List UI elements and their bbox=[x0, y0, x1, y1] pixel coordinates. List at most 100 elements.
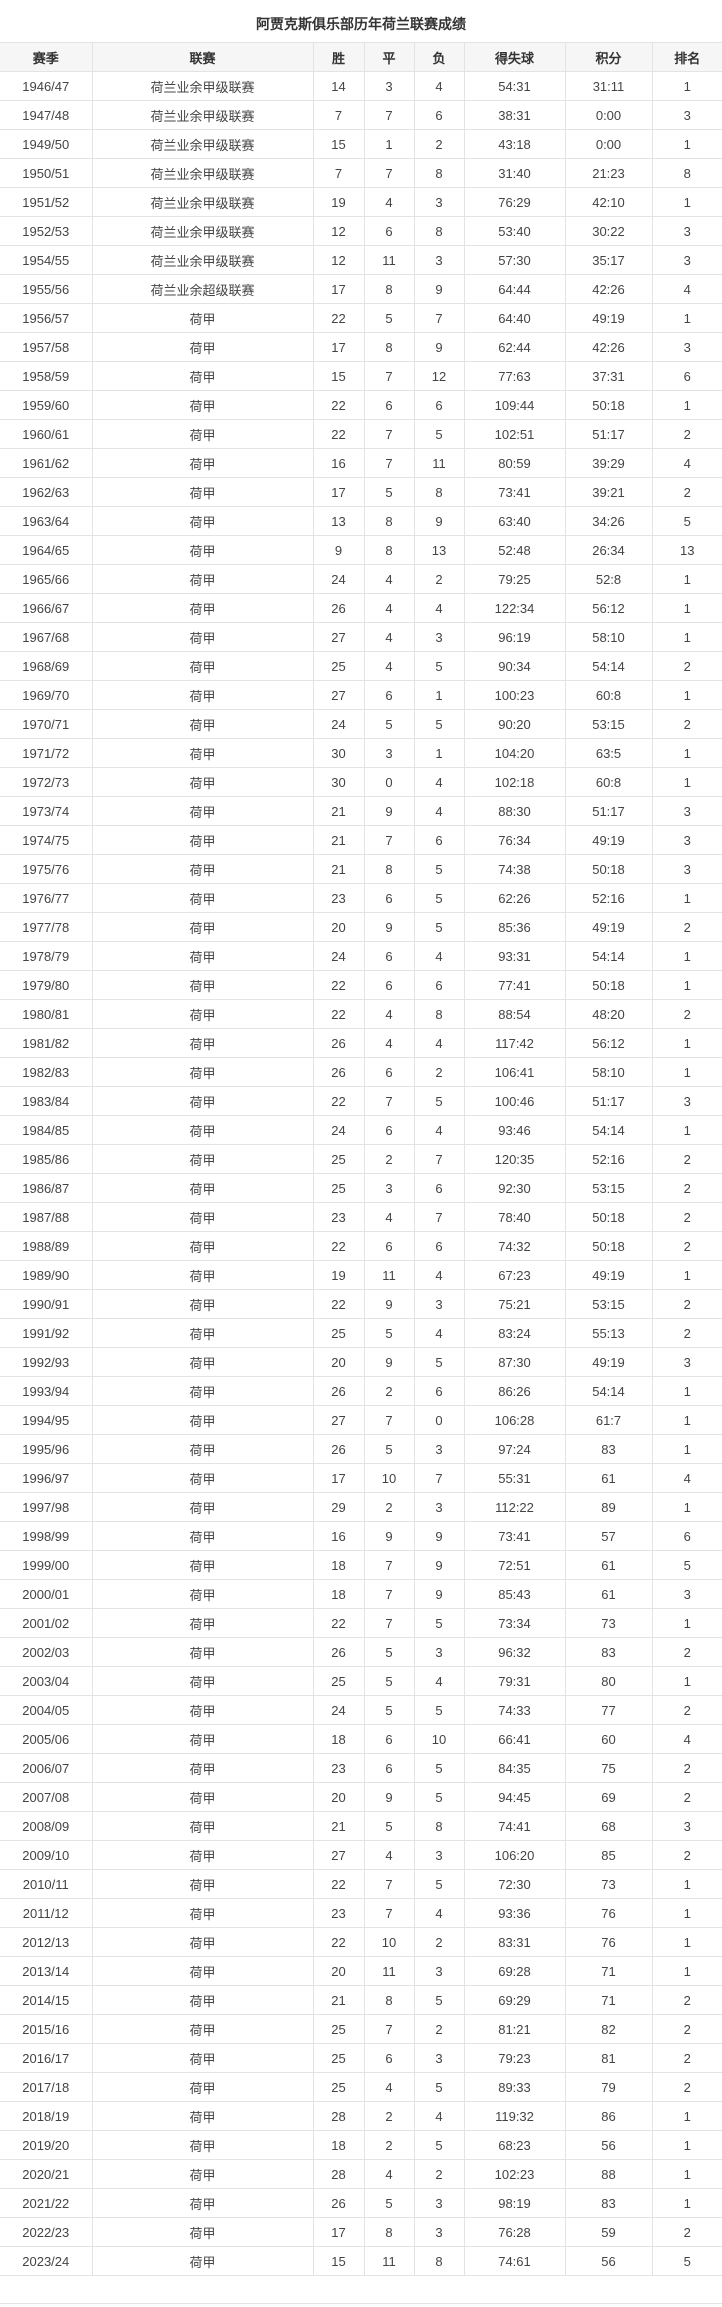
cell-points: 61 bbox=[564, 1579, 653, 1609]
cell-season: 2021/22 bbox=[0, 2188, 93, 2218]
cell-losses: 5 bbox=[413, 709, 465, 739]
cell-points: 50:18 bbox=[564, 854, 653, 884]
cell-goals: 69:28 bbox=[463, 1956, 566, 1986]
table-row: 1997/98 荷甲 29 2 3 112:22 89 1 bbox=[0, 1492, 722, 1522]
table-row: 1956/57 荷甲 22 5 7 64:40 49:19 1 bbox=[0, 303, 722, 333]
cell-losses: 3 bbox=[413, 1492, 465, 1522]
cell-draws: 5 bbox=[363, 1666, 415, 1696]
cell-points: 83 bbox=[564, 1637, 653, 1667]
cell-season: 2007/08 bbox=[0, 1782, 93, 1812]
cell-league: 荷甲 bbox=[91, 622, 314, 652]
cell-draws: 8 bbox=[363, 2217, 415, 2247]
cell-wins: 22 bbox=[312, 1927, 365, 1957]
cell-goals: 72:30 bbox=[463, 1869, 566, 1899]
cell-season: 2019/20 bbox=[0, 2130, 93, 2160]
cell-season: 1993/94 bbox=[0, 1376, 93, 1406]
cell-rank: 1 bbox=[651, 1927, 722, 1957]
cell-season: 2011/12 bbox=[0, 1898, 93, 1928]
cell-draws: 7 bbox=[363, 1579, 415, 1609]
cell-losses: 4 bbox=[413, 1028, 465, 1058]
cell-losses: 4 bbox=[413, 1318, 465, 1348]
cell-league: 荷甲 bbox=[91, 854, 314, 884]
cell-rank: 2 bbox=[651, 1840, 722, 1870]
cell-goals: 83:24 bbox=[463, 1318, 566, 1348]
cell-losses: 1 bbox=[413, 738, 465, 768]
table-row: 1978/79 荷甲 24 6 4 93:31 54:14 1 bbox=[0, 941, 722, 971]
cell-points: 53:15 bbox=[564, 1173, 653, 1203]
cell-losses: 5 bbox=[413, 883, 465, 913]
cell-rank: 3 bbox=[651, 245, 722, 275]
cell-losses: 12 bbox=[413, 361, 465, 391]
cell-season: 1987/88 bbox=[0, 1202, 93, 1232]
cell-goals: 66:41 bbox=[463, 1724, 566, 1754]
cell-goals: 54:31 bbox=[463, 71, 566, 101]
table-row: 2006/07 荷甲 23 6 5 84:35 75 2 bbox=[0, 1753, 722, 1783]
cell-league: 荷甲 bbox=[91, 2159, 314, 2189]
cell-points: 61 bbox=[564, 1550, 653, 1580]
cell-wins: 22 bbox=[312, 419, 365, 449]
cell-rank: 1 bbox=[651, 1434, 722, 1464]
cell-losses: 6 bbox=[413, 1231, 465, 1261]
cell-losses: 4 bbox=[413, 767, 465, 797]
cell-season: 1973/74 bbox=[0, 796, 93, 826]
cell-losses: 8 bbox=[413, 158, 465, 188]
table-row: 1966/67 荷甲 26 4 4 122:34 56:12 1 bbox=[0, 593, 722, 623]
cell-rank: 2 bbox=[651, 999, 722, 1029]
cell-season: 1966/67 bbox=[0, 593, 93, 623]
cell-rank: 1 bbox=[651, 1956, 722, 1986]
cell-season: 2018/19 bbox=[0, 2101, 93, 2131]
cell-draws: 2 bbox=[363, 1144, 415, 1174]
table-row: 1987/88 荷甲 23 4 7 78:40 50:18 2 bbox=[0, 1202, 722, 1232]
cell-wins: 26 bbox=[312, 1057, 365, 1087]
cell-points: 60:8 bbox=[564, 767, 653, 797]
cell-goals: 106:41 bbox=[463, 1057, 566, 1087]
cell-rank: 1 bbox=[651, 941, 722, 971]
cell-rank: 8 bbox=[651, 158, 722, 188]
cell-season: 1984/85 bbox=[0, 1115, 93, 1145]
cell-league: 荷甲 bbox=[91, 1202, 314, 1232]
cell-draws: 5 bbox=[363, 709, 415, 739]
column-header-league: 联赛 bbox=[91, 42, 314, 72]
cell-losses: 8 bbox=[413, 216, 465, 246]
cell-season: 1962/63 bbox=[0, 477, 93, 507]
cell-goals: 80:59 bbox=[463, 448, 566, 478]
cell-wins: 26 bbox=[312, 1376, 365, 1406]
table-row: 1999/00 荷甲 18 7 9 72:51 61 5 bbox=[0, 1550, 722, 1580]
cell-wins: 15 bbox=[312, 129, 365, 159]
cell-points: 49:19 bbox=[564, 303, 653, 333]
cell-season: 1999/00 bbox=[0, 1550, 93, 1580]
cell-points: 30:22 bbox=[564, 216, 653, 246]
cell-draws: 7 bbox=[363, 1608, 415, 1638]
cell-points: 77 bbox=[564, 1695, 653, 1725]
cell-points: 73 bbox=[564, 1608, 653, 1638]
cell-league: 荷甲 bbox=[91, 1985, 314, 2015]
cell-wins: 25 bbox=[312, 1173, 365, 1203]
cell-losses: 3 bbox=[413, 187, 465, 217]
cell-season: 1956/57 bbox=[0, 303, 93, 333]
cell-goals: 72:51 bbox=[463, 1550, 566, 1580]
table-row: 1957/58 荷甲 17 8 9 62:44 42:26 3 bbox=[0, 332, 722, 362]
cell-losses: 3 bbox=[413, 622, 465, 652]
cell-goals: 119:32 bbox=[463, 2101, 566, 2131]
cell-rank: 5 bbox=[651, 1550, 722, 1580]
cell-rank: 2 bbox=[651, 419, 722, 449]
table-row: 1962/63 荷甲 17 5 8 73:41 39:21 2 bbox=[0, 477, 722, 507]
cell-season: 1996/97 bbox=[0, 1463, 93, 1493]
cell-season: 2012/13 bbox=[0, 1927, 93, 1957]
cell-rank: 3 bbox=[651, 1811, 722, 1841]
cell-season: 1986/87 bbox=[0, 1173, 93, 1203]
cell-wins: 22 bbox=[312, 970, 365, 1000]
cell-draws: 2 bbox=[363, 1492, 415, 1522]
cell-wins: 21 bbox=[312, 796, 365, 826]
cell-season: 1995/96 bbox=[0, 1434, 93, 1464]
cell-season: 2017/18 bbox=[0, 2072, 93, 2102]
cell-losses: 10 bbox=[413, 1724, 465, 1754]
cell-losses: 4 bbox=[413, 1666, 465, 1696]
cell-wins: 27 bbox=[312, 622, 365, 652]
cell-losses: 8 bbox=[413, 477, 465, 507]
cell-losses: 3 bbox=[413, 1637, 465, 1667]
cell-losses: 5 bbox=[413, 2130, 465, 2160]
cell-rank: 1 bbox=[651, 883, 722, 913]
table-row: 1967/68 荷甲 27 4 3 96:19 58:10 1 bbox=[0, 622, 722, 652]
cell-rank: 1 bbox=[651, 71, 722, 101]
